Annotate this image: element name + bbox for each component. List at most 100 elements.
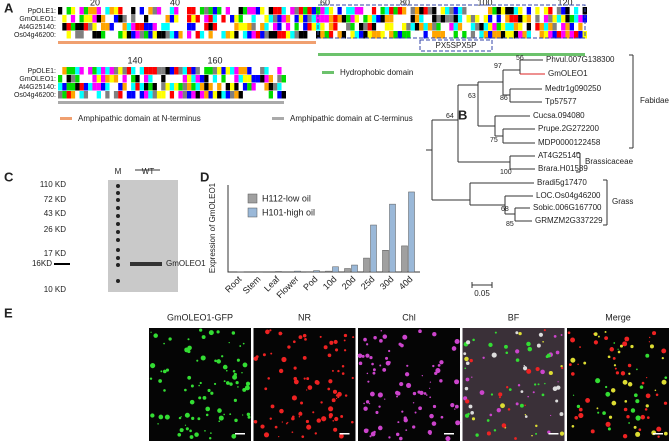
bootstrap: 100 <box>500 169 512 176</box>
residue <box>436 23 441 31</box>
residue <box>324 7 329 15</box>
residue <box>195 67 200 75</box>
residue <box>148 91 153 99</box>
signal <box>388 361 391 364</box>
residue <box>535 31 540 39</box>
residue <box>113 23 119 31</box>
residue <box>251 15 256 23</box>
residue <box>522 23 527 31</box>
residue <box>264 67 269 75</box>
residue <box>182 83 188 91</box>
residue <box>509 23 514 31</box>
signal <box>620 371 626 376</box>
signal <box>475 433 479 437</box>
residue <box>531 7 536 15</box>
residue <box>169 7 175 15</box>
residue <box>475 7 480 15</box>
signal <box>464 356 469 362</box>
residue <box>419 31 424 39</box>
residue <box>548 23 553 31</box>
residue <box>195 83 200 91</box>
signal <box>500 403 505 409</box>
residue <box>212 91 218 99</box>
signal <box>622 434 628 439</box>
signal <box>281 356 287 363</box>
signal <box>501 423 507 428</box>
signal <box>508 388 512 391</box>
image-title: BF <box>508 312 520 322</box>
residue <box>165 15 170 23</box>
residue <box>389 31 394 39</box>
ladder-band <box>116 230 120 234</box>
signal <box>267 377 270 380</box>
residue <box>165 83 170 91</box>
residue <box>105 75 110 83</box>
signal <box>613 364 617 367</box>
residue <box>126 23 132 31</box>
signal <box>464 413 470 418</box>
residue <box>264 91 269 99</box>
residue <box>539 15 544 23</box>
residue <box>350 7 355 15</box>
residue <box>182 15 188 23</box>
residue <box>285 15 291 23</box>
residue <box>492 23 497 31</box>
signal <box>158 414 164 420</box>
residue <box>242 67 248 75</box>
residue <box>144 67 149 75</box>
signal <box>270 352 273 355</box>
signal <box>597 335 600 338</box>
residue <box>393 15 398 23</box>
residue <box>359 7 364 15</box>
image-title: GmOLEO1-GFP <box>167 312 233 322</box>
residue <box>212 15 218 23</box>
residue <box>225 31 231 39</box>
signal <box>302 355 307 360</box>
residue <box>131 7 136 15</box>
residue <box>432 23 437 31</box>
signal <box>312 411 315 414</box>
signal <box>285 422 288 425</box>
residue <box>101 7 106 15</box>
residue <box>118 31 123 39</box>
residue <box>101 31 106 39</box>
residue <box>500 15 506 23</box>
residue <box>105 67 110 75</box>
residue <box>242 23 248 31</box>
residue <box>75 83 80 91</box>
signal <box>218 415 224 421</box>
residue <box>427 15 433 23</box>
bootstrap: 63 <box>468 93 476 100</box>
signal <box>429 381 432 383</box>
residue <box>363 7 368 15</box>
signal <box>150 331 152 333</box>
residue <box>273 67 278 75</box>
residue <box>552 7 557 15</box>
signal <box>341 364 345 368</box>
ladder-band <box>116 198 120 202</box>
residue <box>419 15 424 23</box>
residue <box>230 31 235 39</box>
residue <box>174 83 179 91</box>
residue <box>543 15 549 23</box>
signal <box>384 398 386 400</box>
residue <box>58 23 63 31</box>
residue <box>88 7 93 15</box>
residue <box>75 31 80 39</box>
residue <box>165 91 170 99</box>
signal <box>498 396 501 399</box>
signal <box>515 349 520 354</box>
residue <box>251 23 256 31</box>
signal <box>597 411 600 414</box>
residue <box>62 83 67 91</box>
signal <box>611 400 617 406</box>
residue <box>294 31 299 39</box>
residue <box>324 31 329 39</box>
residue <box>359 23 364 31</box>
legend-text: Hydrophobic domain <box>340 68 413 77</box>
residue <box>397 15 403 23</box>
signal <box>648 341 651 343</box>
signal <box>194 432 199 437</box>
signal <box>646 377 648 379</box>
residue <box>363 15 368 23</box>
